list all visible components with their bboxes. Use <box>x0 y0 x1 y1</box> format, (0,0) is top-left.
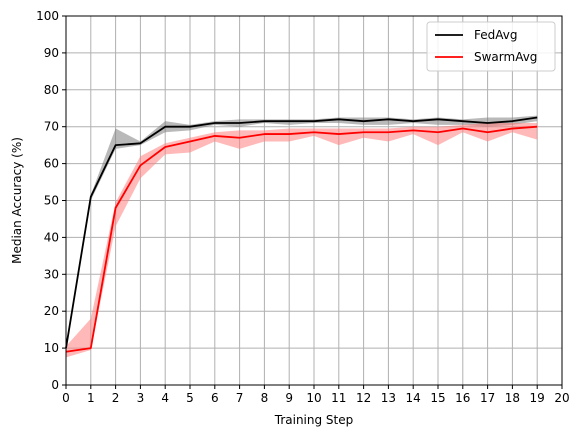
x-tick-label: 10 <box>306 391 321 405</box>
x-tick-label: 17 <box>480 391 495 405</box>
y-tick-label: 90 <box>44 46 59 60</box>
x-tick-label: 0 <box>62 391 70 405</box>
x-tick-label: 8 <box>261 391 269 405</box>
y-tick-label: 70 <box>44 120 59 134</box>
x-tick-label: 2 <box>112 391 120 405</box>
x-tick-label: 7 <box>236 391 244 405</box>
y-tick-label: 100 <box>36 9 59 23</box>
series-lines <box>65 116 538 353</box>
band-swarmavg <box>66 123 538 358</box>
x-tick-label: 11 <box>331 391 346 405</box>
x-tick-label: 5 <box>186 391 194 405</box>
x-tick-label: 6 <box>211 391 219 405</box>
legend-label-fedavg: FedAvg <box>474 28 517 42</box>
y-tick-label: 0 <box>51 378 59 392</box>
x-tick-label: 1 <box>87 391 95 405</box>
y-tick-label: 40 <box>44 230 59 244</box>
x-tick-label: 18 <box>505 391 520 405</box>
y-axis-ticks: 0 10 20 30 40 50 60 70 80 90 100 <box>36 9 66 392</box>
confidence-bands <box>66 115 538 358</box>
band-fedavg <box>66 115 538 349</box>
x-tick-label: 20 <box>554 391 569 405</box>
y-tick-label: 50 <box>44 194 59 208</box>
y-tick-label: 60 <box>44 157 59 171</box>
y-tick-label: 80 <box>44 83 59 97</box>
line-swarmavg <box>65 125 538 353</box>
x-tick-label: 3 <box>137 391 145 405</box>
x-axis-ticks: 0 1 2 3 4 5 6 7 8 9 10 11 12 13 14 15 16 17 18 19 20 <box>62 385 570 405</box>
legend: FedAvg SwarmAvg <box>426 21 556 72</box>
y-axis-label: Median Accuracy (%) <box>10 137 24 264</box>
x-tick-label: 13 <box>381 391 396 405</box>
line-fedavg <box>65 116 538 349</box>
x-tick-label: 15 <box>430 391 445 405</box>
y-tick-label: 20 <box>44 304 59 318</box>
x-tick-label: 14 <box>406 391 421 405</box>
x-tick-label: 12 <box>356 391 371 405</box>
x-axis-label: Training Step <box>274 413 354 427</box>
y-tick-label: 10 <box>44 341 59 355</box>
legend-label-swarmavg: SwarmAvg <box>474 50 537 64</box>
x-tick-label: 16 <box>455 391 470 405</box>
y-tick-label: 30 <box>44 267 59 281</box>
x-tick-label: 9 <box>285 391 293 405</box>
x-tick-label: 19 <box>530 391 545 405</box>
x-tick-label: 4 <box>161 391 169 405</box>
